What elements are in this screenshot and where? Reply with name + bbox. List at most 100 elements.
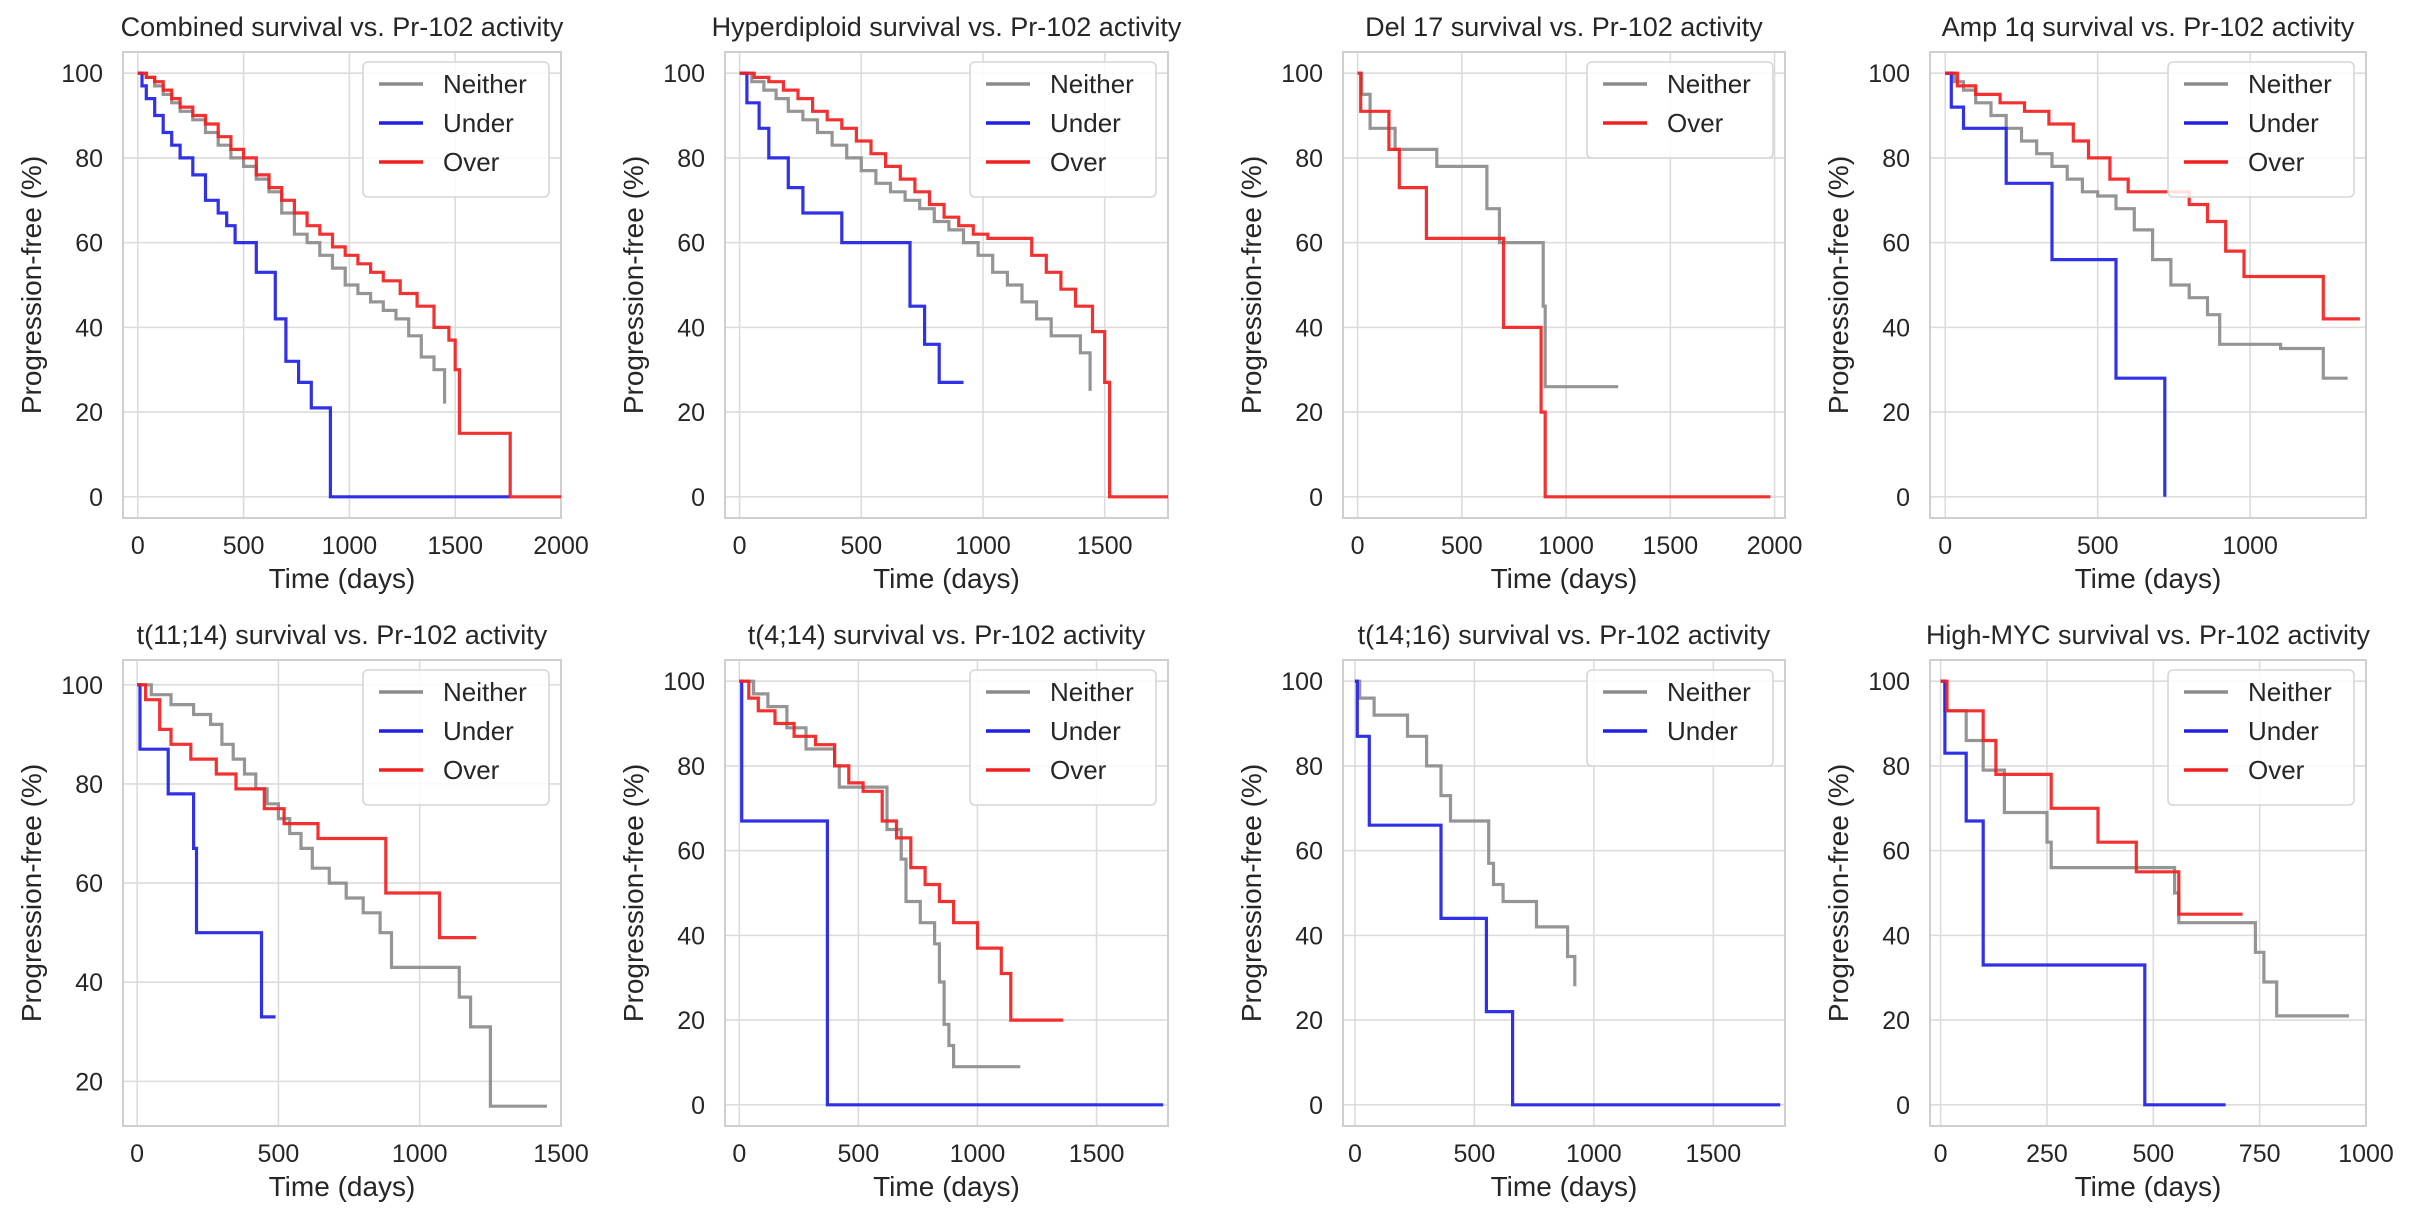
legend-label: Under <box>2248 108 2319 138</box>
x-tick-label: 1500 <box>533 1140 589 1168</box>
x-tick-label: 0 <box>131 532 145 560</box>
series-line-over <box>1357 71 1771 499</box>
legend-label: Over <box>2248 755 2305 785</box>
y-tick-label: 80 <box>677 145 705 173</box>
chart-title: Combined survival vs. Pr-102 activity <box>121 12 564 42</box>
y-tick-label: 100 <box>663 60 705 88</box>
y-axis-label: Progression-free (%) <box>16 156 47 414</box>
legend-label: Under <box>443 108 514 138</box>
y-axis-label: Progression-free (%) <box>1823 156 1854 414</box>
axes-frame <box>1342 51 1786 519</box>
legend: Neither Over <box>1586 61 1774 159</box>
chart-title: Hyperdiploid survival vs. Pr-102 activit… <box>712 12 1182 42</box>
x-tick-label: 1000 <box>955 532 1011 560</box>
x-tick-label: 1500 <box>1643 532 1699 560</box>
x-tick-label: 0 <box>1934 1140 1948 1168</box>
y-tick-label: 100 <box>61 672 103 700</box>
y-tick-label: 20 <box>1295 1007 1323 1035</box>
axes-frame <box>1342 659 1786 1127</box>
x-tick-label: 1500 <box>1686 1140 1742 1168</box>
legend: Neither Under Over <box>969 669 1157 806</box>
chart-title: t(14;16) survival vs. Pr-102 activity <box>1358 620 1771 650</box>
y-tick-label: 20 <box>1882 1007 1910 1035</box>
legend-label: Over <box>1050 755 1107 785</box>
x-axis-label: Time (days) <box>1491 563 1638 594</box>
y-tick-label: 40 <box>677 922 705 950</box>
legend-label: Under <box>2248 716 2319 746</box>
chart-title: Amp 1q survival vs. Pr-102 activity <box>1942 12 2355 42</box>
series-line-neither <box>137 71 447 404</box>
chart-panel-3: Del 17 survival vs. Pr-102 activity 0 500 1… <box>1236 12 1802 594</box>
legend-label: Over <box>443 147 500 177</box>
y-axis-label: Progression-free (%) <box>1236 156 1267 414</box>
y-tick-label: 80 <box>1882 145 1910 173</box>
x-tick-label: 1000 <box>950 1140 1006 1168</box>
x-tick-label: 750 <box>2239 1140 2281 1168</box>
x-tick-label: 500 <box>2077 532 2119 560</box>
y-axis-label: Progression-free (%) <box>1236 764 1267 1022</box>
y-tick-label: 100 <box>663 668 705 696</box>
series-line-over <box>739 679 1064 1022</box>
y-tick-label: 40 <box>1882 922 1910 950</box>
x-tick-label: 1000 <box>2222 532 2278 560</box>
x-tick-label: 500 <box>258 1140 300 1168</box>
chart-title: High-MYC survival vs. Pr-102 activity <box>1926 620 2371 650</box>
series-line-over <box>739 71 1168 499</box>
y-tick-label: 20 <box>677 1007 705 1035</box>
y-tick-label: 40 <box>1295 314 1323 342</box>
chart-panel-4: Amp 1q survival vs. Pr-102 activity 0 500 1… <box>1823 12 2367 594</box>
chart-title: Del 17 survival vs. Pr-102 activity <box>1365 12 1763 42</box>
x-tick-label: 500 <box>1441 532 1483 560</box>
y-tick-label: 100 <box>1281 60 1323 88</box>
x-tick-label: 1000 <box>1538 532 1594 560</box>
y-axis-label: Progression-free (%) <box>618 156 649 414</box>
legend-label: Under <box>443 716 514 746</box>
x-tick-label: 1500 <box>1069 1140 1125 1168</box>
x-tick-label: 2000 <box>533 532 589 560</box>
chart-panel-8: High-MYC survival vs. Pr-102 activity 0 25… <box>1823 620 2394 1202</box>
y-tick-label: 80 <box>1882 753 1910 781</box>
legend-label: Neither <box>2248 69 2332 99</box>
y-axis-label: Progression-free (%) <box>618 764 649 1022</box>
axes-frame <box>724 659 1169 1127</box>
legend-label: Over <box>443 755 500 785</box>
y-tick-label: 20 <box>75 1068 103 1096</box>
series-line-neither <box>739 679 1021 1069</box>
series-line-over <box>137 71 561 499</box>
x-tick-label: 500 <box>223 532 265 560</box>
legend-label: Over <box>1667 108 1724 138</box>
y-tick-label: 0 <box>691 484 705 512</box>
y-tick-label: 0 <box>1896 1092 1910 1120</box>
legend-label: Neither <box>1050 69 1134 99</box>
legend-box <box>1586 61 1774 159</box>
legend-label: Over <box>1050 147 1107 177</box>
y-tick-label: 60 <box>1295 838 1323 866</box>
legend-label: Neither <box>443 69 527 99</box>
y-tick-label: 60 <box>1295 230 1323 258</box>
y-tick-label: 0 <box>1309 1092 1323 1120</box>
series-line-under <box>137 683 276 1019</box>
series-line-neither <box>1940 679 2349 1018</box>
y-tick-label: 100 <box>61 60 103 88</box>
y-axis-label: Progression-free (%) <box>16 764 47 1022</box>
series-line-under <box>1945 71 2167 497</box>
x-tick-label: 500 <box>838 1140 880 1168</box>
series-line-neither <box>739 71 1092 391</box>
y-tick-label: 60 <box>677 230 705 258</box>
x-tick-label: 250 <box>2026 1140 2068 1168</box>
y-tick-label: 40 <box>75 314 103 342</box>
legend: Neither Under Over <box>969 61 1157 198</box>
series-line-under <box>1940 679 2226 1107</box>
y-tick-label: 100 <box>1281 668 1323 696</box>
chart-panel-7: t(14;16) survival vs. Pr-102 activity 0 50… <box>1236 620 1786 1202</box>
x-axis-label: Time (days) <box>2075 563 2222 594</box>
legend: Neither Under Over <box>2167 669 2355 806</box>
x-tick-label: 0 <box>1938 532 1952 560</box>
legend-label: Under <box>1050 716 1121 746</box>
chart-panel-5: t(11;14) survival vs. Pr-102 activity 0 50… <box>16 620 589 1202</box>
chart-title: t(11;14) survival vs. Pr-102 activity <box>137 620 548 650</box>
y-tick-label: 60 <box>1882 230 1910 258</box>
y-tick-label: 40 <box>1295 922 1323 950</box>
y-tick-label: 0 <box>1309 484 1323 512</box>
y-tick-label: 40 <box>75 969 103 997</box>
